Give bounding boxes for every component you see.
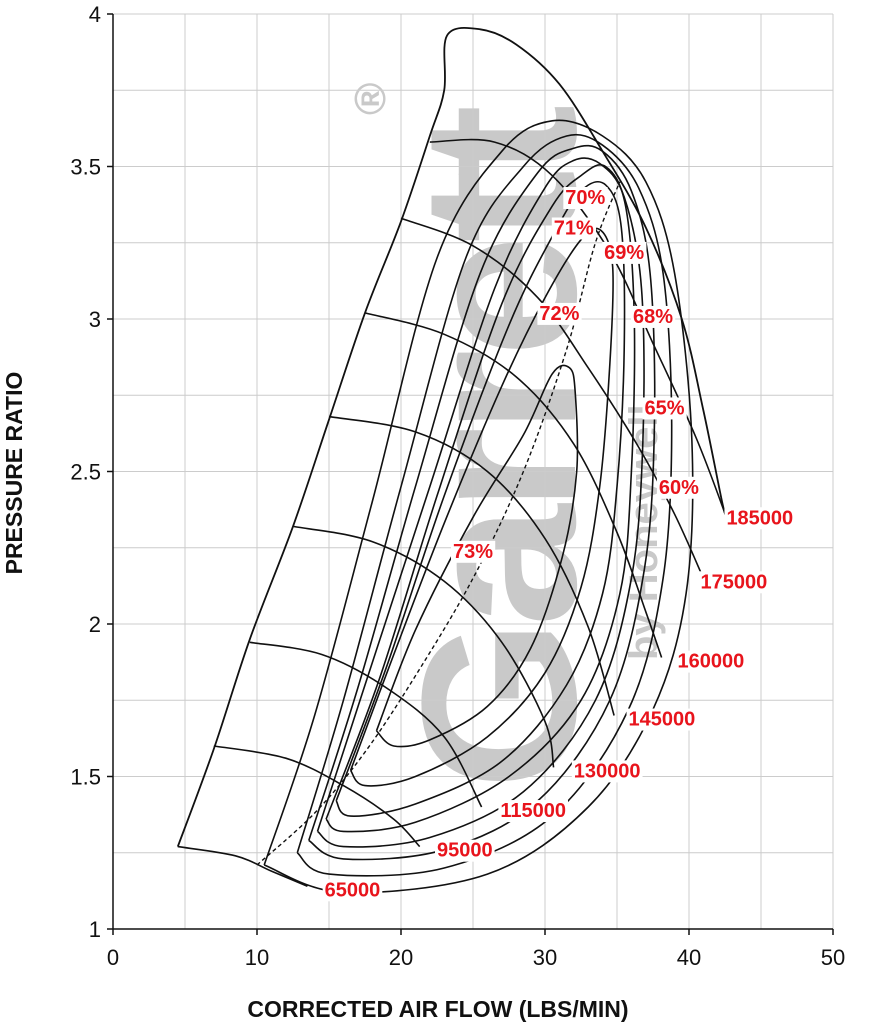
efficiency-label-bg: [537, 302, 582, 325]
speed-line: [249, 641, 483, 808]
efficiency-label-bg: [656, 476, 702, 499]
registered-mark: ®: [346, 83, 395, 115]
speed-label-bg: [435, 839, 495, 862]
speed-label: 115000: [500, 800, 566, 822]
x-tick-label: 10: [245, 945, 269, 970]
watermark-logo-text: Garrett: [376, 107, 622, 790]
speed-line: [364, 312, 663, 658]
speed-label-bg: [322, 879, 383, 902]
watermark-byline: by Honeywell: [622, 404, 666, 660]
efficiency-label: 65%: [645, 397, 685, 419]
efficiency-label-bg: [602, 241, 647, 264]
speed-label: 160000: [677, 651, 744, 673]
efficiency-island-line: [349, 227, 614, 787]
efficiency-label: 60%: [659, 477, 699, 499]
efficiency-label: 69%: [604, 242, 644, 264]
x-tick-label: 20: [389, 945, 413, 970]
speed-line: [177, 845, 308, 888]
speed-label: 145000: [629, 709, 696, 731]
y-tick-label: 3.5: [70, 155, 101, 180]
x-tick-label: 30: [533, 945, 557, 970]
axes: 0 10 20 30 40 50 1 1.5 2 2.5 3 3.5 4: [70, 2, 845, 970]
speed-label: 65000: [325, 879, 381, 901]
x-tick-label: 40: [677, 945, 701, 970]
speed-label: 95000: [437, 840, 493, 862]
efficiency-label: 71%: [554, 218, 594, 240]
y-tick-label: 2: [89, 612, 101, 637]
efficiency-island-line: [296, 133, 673, 877]
speed-line: [328, 415, 615, 716]
efficiency-label-bg: [642, 397, 687, 420]
efficiency-label-bg: [450, 540, 496, 563]
efficiency-label-bg: [630, 305, 676, 328]
speed-label-bg: [626, 708, 698, 731]
speed-label: 175000: [701, 571, 768, 593]
peak-efficiency-line: [256, 181, 621, 866]
y-tick-label: 1.5: [70, 765, 101, 790]
speed-label: 185000: [726, 507, 793, 529]
speed-label-bg: [698, 571, 770, 594]
x-tick-label: 0: [107, 945, 119, 970]
efficiency-label-bg: [551, 217, 597, 240]
efficiency-label: 70%: [565, 187, 605, 209]
efficiency-label-bg: [563, 187, 608, 209]
speed-label-bg: [498, 800, 569, 823]
speed-line: [213, 745, 421, 848]
x-axis-title: CORRECTED AIR FLOW (LBS/MIN): [247, 996, 628, 1022]
efficiency-label: 68%: [633, 306, 673, 328]
efficiency-island-line: [263, 119, 694, 894]
speed-label: 130000: [574, 760, 641, 782]
speed-label-bg: [724, 507, 796, 530]
curve-labels: 73% 72% 71% 70% 69% 68% 65% 60% 65000 95000 115000…: [322, 187, 796, 902]
speed-label-bg: [675, 650, 747, 673]
y-axis-title: PRESSURE RATIO: [1, 372, 27, 575]
x-tick-label: 50: [821, 945, 845, 970]
speed-label-bg: [571, 760, 643, 783]
y-tick-label: 1: [89, 917, 101, 942]
y-tick-label: 2.5: [70, 460, 101, 485]
efficiency-island-line: [335, 180, 626, 817]
efficiency-island-line: [375, 364, 579, 748]
efficiency-label: 73%: [453, 541, 493, 563]
grid-lines: [113, 13, 834, 929]
speed-line: [400, 217, 705, 579]
efficiency-label: 72%: [539, 303, 579, 325]
speed-line: [292, 525, 555, 768]
surge-line: [176, 26, 728, 847]
y-tick-label: 3: [89, 307, 101, 332]
y-tick-label: 4: [89, 2, 101, 27]
